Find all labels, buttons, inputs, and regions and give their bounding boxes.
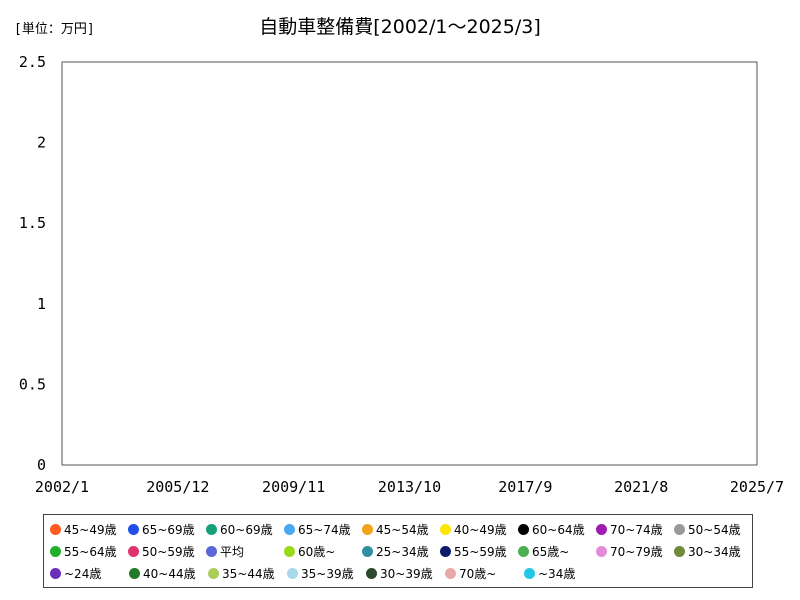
legend-item: 35~44歳 bbox=[208, 565, 287, 582]
legend-label: ~34歳 bbox=[538, 566, 576, 581]
legend-swatch bbox=[128, 545, 139, 557]
legend-item: 60~69歳 bbox=[206, 521, 284, 538]
chart-legend: 45~49歳 65~69歳 60~69歳 65~74歳 45~54歳 40~49歳 60~6… bbox=[43, 514, 753, 588]
legend-row: ~24歳 40~44歳 35~44歳 35~39歳 30~39歳 70歳~ ~34歳 bbox=[50, 562, 752, 584]
legend-swatch bbox=[440, 523, 451, 535]
legend-item: 55~64歳 bbox=[50, 543, 128, 560]
legend-swatch bbox=[50, 567, 61, 579]
legend-label: 35~44歳 bbox=[222, 566, 275, 581]
legend-label: 30~39歳 bbox=[380, 566, 433, 581]
x-tick-label: 2025/7 bbox=[730, 478, 784, 496]
plot-area bbox=[61, 61, 758, 466]
legend-label: 60~64歳 bbox=[532, 522, 585, 537]
legend-swatch bbox=[440, 545, 451, 557]
legend-item: 35~39歳 bbox=[287, 565, 366, 582]
legend-item: 65~74歳 bbox=[284, 521, 362, 538]
legend-item: 60歳~ bbox=[284, 543, 362, 560]
y-tick-label: 1.5 bbox=[19, 214, 46, 232]
legend-label: 55~64歳 bbox=[64, 544, 117, 559]
y-tick-label: 1 bbox=[37, 295, 46, 313]
plot-border bbox=[61, 61, 758, 466]
legend-row: 55~64歳 50~59歳 平均 60歳~ 25~34歳 55~59歳 65歳~ 70~79歳… bbox=[50, 540, 752, 562]
unit-label: [単位：万円] bbox=[14, 22, 95, 37]
legend-swatch bbox=[206, 545, 217, 557]
legend-label: 65歳~ bbox=[532, 544, 570, 559]
legend-label: 70歳~ bbox=[459, 566, 497, 581]
legend-swatch bbox=[50, 523, 61, 535]
legend-label: 25~34歳 bbox=[376, 544, 429, 559]
legend-swatch bbox=[366, 567, 377, 579]
x-tick-label: 2009/11 bbox=[262, 478, 325, 496]
legend-item: 45~49歳 bbox=[50, 521, 128, 538]
legend-label: 55~59歳 bbox=[454, 544, 507, 559]
legend-label: 60~69歳 bbox=[220, 522, 273, 537]
legend-label: 65~74歳 bbox=[298, 522, 351, 537]
legend-label: 45~54歳 bbox=[376, 522, 429, 537]
legend-label: 70~74歳 bbox=[610, 522, 663, 537]
legend-item: 70歳~ bbox=[445, 565, 524, 582]
x-tick-label: 2021/8 bbox=[614, 478, 668, 496]
legend-item: 70~79歳 bbox=[596, 543, 674, 560]
legend-label: 45~49歳 bbox=[64, 522, 117, 537]
legend-swatch bbox=[50, 545, 61, 557]
legend-swatch bbox=[284, 545, 295, 557]
chart-title: 自動車整備費[2002/1～2025/3] bbox=[259, 16, 541, 38]
legend-swatch bbox=[128, 523, 139, 535]
legend-swatch bbox=[362, 523, 373, 535]
legend-item: 45~54歳 bbox=[362, 521, 440, 538]
legend-label: 平均 bbox=[220, 544, 245, 559]
legend-swatch bbox=[674, 523, 685, 535]
legend-item: 50~54歳 bbox=[674, 521, 752, 538]
legend-item: 60~64歳 bbox=[518, 521, 596, 538]
legend-label: 60歳~ bbox=[298, 544, 336, 559]
legend-swatch bbox=[596, 545, 607, 557]
legend-item: 40~49歳 bbox=[440, 521, 518, 538]
legend-label: 40~44歳 bbox=[143, 566, 196, 581]
legend-item: 40~44歳 bbox=[129, 565, 208, 582]
x-tick-label: 2013/10 bbox=[378, 478, 441, 496]
legend-swatch bbox=[445, 567, 456, 579]
legend-item: ~24歳 bbox=[50, 565, 129, 582]
y-tick-label: 2 bbox=[37, 134, 46, 152]
legend-label: 30~34歳 bbox=[688, 544, 741, 559]
legend-swatch bbox=[129, 567, 140, 579]
x-tick-label: 2002/1 bbox=[35, 478, 89, 496]
legend-label: 70~79歳 bbox=[610, 544, 663, 559]
x-tick-label: 2005/12 bbox=[146, 478, 209, 496]
legend-item: 25~34歳 bbox=[362, 543, 440, 560]
legend-swatch bbox=[674, 545, 685, 557]
legend-swatch bbox=[206, 523, 217, 535]
legend-item: 65歳~ bbox=[518, 543, 596, 560]
y-tick-label: 2.5 bbox=[19, 53, 46, 71]
y-tick-label: 0.5 bbox=[19, 375, 46, 393]
legend-swatch bbox=[287, 567, 298, 579]
legend-label: 35~39歳 bbox=[301, 566, 354, 581]
legend-label: 50~59歳 bbox=[142, 544, 195, 559]
y-tick-label: 0 bbox=[37, 456, 46, 474]
legend-item: 50~59歳 bbox=[128, 543, 206, 560]
legend-swatch bbox=[284, 523, 295, 535]
legend-swatch bbox=[518, 545, 529, 557]
legend-label: 40~49歳 bbox=[454, 522, 507, 537]
legend-swatch bbox=[362, 545, 373, 557]
x-tick-label: 2017/9 bbox=[498, 478, 552, 496]
legend-item: 65~69歳 bbox=[128, 521, 206, 538]
legend-item: 70~74歳 bbox=[596, 521, 674, 538]
legend-item: ~34歳 bbox=[524, 565, 603, 582]
legend-row: 45~49歳 65~69歳 60~69歳 65~74歳 45~54歳 40~49歳 60~6… bbox=[50, 518, 752, 540]
legend-item: 55~59歳 bbox=[440, 543, 518, 560]
legend-swatch bbox=[524, 567, 535, 579]
legend-swatch bbox=[596, 523, 607, 535]
legend-swatch bbox=[518, 523, 529, 535]
legend-label: 50~54歳 bbox=[688, 522, 741, 537]
legend-label: 65~69歳 bbox=[142, 522, 195, 537]
legend-item: 30~39歳 bbox=[366, 565, 445, 582]
legend-item: 平均 bbox=[206, 543, 284, 560]
legend-item: 30~34歳 bbox=[674, 543, 752, 560]
legend-swatch bbox=[208, 567, 219, 579]
legend-label: ~24歳 bbox=[64, 566, 102, 581]
